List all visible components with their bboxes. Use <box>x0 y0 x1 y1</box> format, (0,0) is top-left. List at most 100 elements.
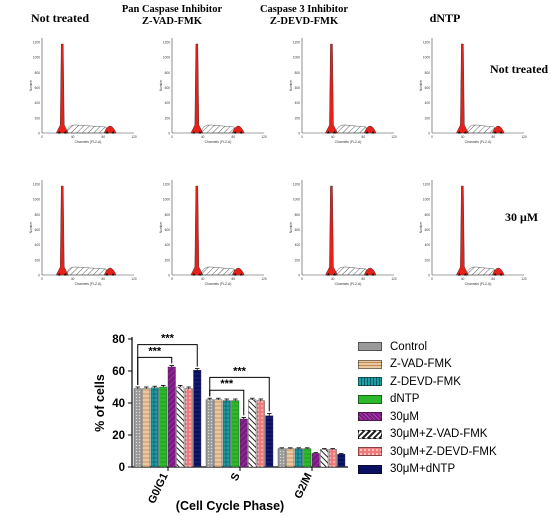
gate-marker <box>326 273 330 276</box>
histogram-x-tick: 80 <box>492 277 496 281</box>
legend-swatch <box>358 464 382 474</box>
histogram-y-tick: 600 <box>35 86 41 90</box>
histogram-x-tick: 80 <box>102 135 106 139</box>
legend-item: 30μM+dNTP <box>358 461 497 479</box>
legend-swatch <box>358 359 382 369</box>
histogram-y-tick: 1200 <box>423 183 430 187</box>
bar <box>248 399 257 468</box>
legend-label: 30μM <box>390 410 419 423</box>
histogram-x-tick: 0 <box>301 135 303 139</box>
legend-swatch <box>358 394 382 404</box>
gate-marker <box>239 273 243 276</box>
histogram-y-tick: 1000 <box>423 56 430 60</box>
histogram-x-tick: 40 <box>461 135 465 139</box>
legend-swatch <box>358 429 382 439</box>
bar-y-tick-label: 60 <box>112 366 125 378</box>
histogram-y-tick: 400 <box>35 243 41 247</box>
histogram-x-tick: 120 <box>131 277 137 281</box>
histogram-y-tick: 0 <box>298 132 300 136</box>
legend-label: Z-VAD-FMK <box>390 358 452 371</box>
gate-marker <box>105 131 109 134</box>
gate-marker <box>63 131 67 134</box>
histogram-x-tick: 80 <box>362 135 366 139</box>
legend-label: Z-DEVD-FMK <box>390 375 461 388</box>
histogram-y-label: Number <box>159 79 163 91</box>
histogram-y-label: Number <box>159 221 163 233</box>
histogram-x-label: Channels (FL2-A) <box>75 140 102 144</box>
gate-marker <box>332 131 336 134</box>
histogram-y-tick: 1000 <box>33 56 40 60</box>
histogram-y-tick: 0 <box>38 132 40 136</box>
legend-item: Control <box>358 338 497 356</box>
bar <box>277 448 286 468</box>
histogram-x-tick: 120 <box>521 135 527 139</box>
gate-marker <box>111 273 115 276</box>
significance-bracket <box>137 356 173 385</box>
gate-marker <box>63 273 67 276</box>
histogram-x-label: Channels (FL2-A) <box>465 282 492 286</box>
gate-marker <box>499 273 503 276</box>
chart-legend: Control Z-VAD-FMK Z-DEVD-FMK dNTP 30μM 3… <box>358 338 497 478</box>
gate-marker <box>105 273 109 276</box>
histogram-x-tick: 120 <box>521 277 527 281</box>
legend-label: 30μM+dNTP <box>390 463 456 476</box>
gate-marker <box>493 131 497 134</box>
histogram-y-tick: 800 <box>295 71 301 75</box>
gate-marker <box>365 273 369 276</box>
significance-label: *** <box>233 365 247 377</box>
histogram-y-tick: 200 <box>165 258 171 262</box>
gate-marker <box>371 131 375 134</box>
histogram-x-label: Channels (FL2-A) <box>335 282 362 286</box>
gate-marker <box>233 273 237 276</box>
s-phase-region <box>335 124 367 134</box>
histogram-x-tick: 120 <box>261 135 267 139</box>
bar <box>320 449 329 468</box>
gate-marker <box>457 273 461 276</box>
bar-y-tick-label: 80 <box>112 334 125 346</box>
legend-label: 30μM+Z-VAD-FMK <box>390 428 488 441</box>
gate-marker <box>111 131 115 134</box>
bar <box>231 400 240 468</box>
column-header-line: dNTP <box>429 11 461 25</box>
histogram-y-tick: 400 <box>295 243 301 247</box>
histogram-x-tick: 120 <box>131 135 137 139</box>
s-phase-region <box>65 266 107 276</box>
histogram-x-tick: 0 <box>171 277 173 281</box>
column-header-zvad: Pan Caspase Inhibitor Z-VAD-FMK <box>112 4 232 28</box>
histogram-y-tick: 1000 <box>163 56 170 60</box>
histogram-y-tick: 1200 <box>33 183 40 187</box>
histogram-y-label: Number <box>289 221 293 233</box>
gate-marker <box>239 131 243 134</box>
histogram-y-tick: 0 <box>428 132 430 136</box>
histogram-y-tick: 0 <box>168 274 170 278</box>
histogram-y-label: Number <box>289 79 293 91</box>
significance-bracket <box>209 376 270 412</box>
histogram-x-tick: 40 <box>461 277 465 281</box>
histogram-y-tick: 400 <box>425 101 431 105</box>
column-header-dntp: dNTP <box>415 12 475 24</box>
histogram-y-tick: 0 <box>168 132 170 136</box>
legend-label: Control <box>390 340 428 353</box>
legend-item: 30μM+Z-VAD-FMK <box>358 426 497 444</box>
gate-marker <box>192 273 196 276</box>
histogram-x-label: Channels (FL2-A) <box>205 140 232 144</box>
row-label-30um: 30 μM <box>505 210 539 224</box>
histogram-y-tick: 1000 <box>33 198 40 202</box>
bar <box>133 388 142 468</box>
histogram-x-tick: 80 <box>232 135 236 139</box>
significance-label: *** <box>220 378 234 390</box>
column-header-zdevd: Caspase 3 Inhibitor Z-DEVD-FMK <box>244 4 364 28</box>
gate-marker <box>57 131 61 134</box>
histogram-y-tick: 600 <box>35 228 41 232</box>
histogram-x-tick: 80 <box>362 277 366 281</box>
histogram-y-tick: 800 <box>35 71 41 75</box>
legend-label: dNTP <box>390 393 420 406</box>
histogram-y-tick: 1200 <box>163 183 170 187</box>
